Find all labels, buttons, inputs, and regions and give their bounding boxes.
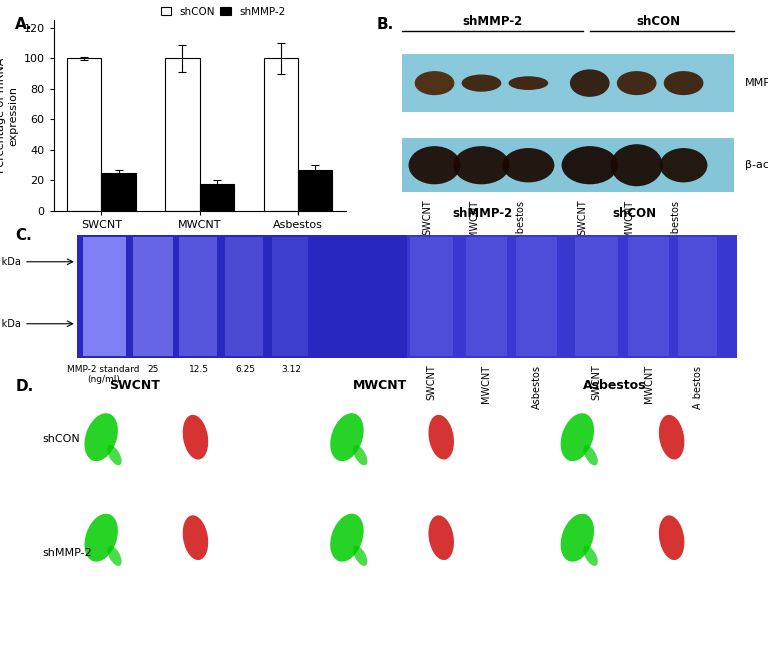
Ellipse shape bbox=[108, 445, 121, 466]
Ellipse shape bbox=[183, 415, 208, 460]
Bar bbox=[298, 170, 333, 211]
Ellipse shape bbox=[84, 514, 118, 561]
Ellipse shape bbox=[617, 71, 657, 95]
Text: MWCNT: MWCNT bbox=[469, 200, 479, 238]
Bar bbox=[133, 237, 173, 356]
Text: β-actin: β-actin bbox=[745, 160, 768, 170]
Bar bbox=[179, 237, 217, 356]
Ellipse shape bbox=[660, 148, 707, 182]
Text: SWCNT: SWCNT bbox=[578, 200, 588, 235]
Text: 72 kDa: 72 kDa bbox=[0, 257, 21, 267]
Ellipse shape bbox=[353, 545, 367, 566]
Text: Asbestos: Asbestos bbox=[516, 200, 526, 244]
Ellipse shape bbox=[353, 445, 367, 466]
Bar bbox=[84, 237, 126, 356]
Ellipse shape bbox=[330, 514, 364, 561]
Text: D.: D. bbox=[15, 379, 34, 393]
Text: SWCNT: SWCNT bbox=[422, 200, 432, 235]
Text: shMMP-2: shMMP-2 bbox=[453, 206, 513, 220]
Ellipse shape bbox=[659, 415, 684, 460]
Ellipse shape bbox=[415, 71, 455, 95]
Bar bbox=[410, 237, 453, 356]
Text: 6.25: 6.25 bbox=[235, 364, 255, 374]
Text: A.: A. bbox=[15, 17, 33, 31]
Bar bbox=[165, 58, 200, 211]
Ellipse shape bbox=[183, 515, 208, 560]
Ellipse shape bbox=[409, 146, 461, 184]
Text: shCON: shCON bbox=[636, 15, 680, 27]
Text: Asbestos: Asbestos bbox=[671, 200, 681, 244]
Ellipse shape bbox=[108, 545, 121, 566]
Text: MWCNT: MWCNT bbox=[353, 379, 407, 391]
Bar bbox=[200, 184, 234, 211]
Ellipse shape bbox=[664, 71, 703, 95]
Ellipse shape bbox=[584, 545, 598, 566]
Text: shCON: shCON bbox=[42, 434, 80, 444]
Bar bbox=[226, 237, 263, 356]
Ellipse shape bbox=[584, 445, 598, 466]
Text: MMP-2 standard
(ng/ml): MMP-2 standard (ng/ml) bbox=[67, 364, 140, 384]
Text: Asbestos: Asbestos bbox=[531, 364, 541, 409]
Text: shCON: shCON bbox=[613, 206, 657, 220]
Ellipse shape bbox=[659, 515, 684, 560]
Text: B.: B. bbox=[376, 17, 393, 31]
Bar bbox=[575, 237, 618, 356]
Bar bbox=[516, 237, 557, 356]
Bar bbox=[272, 237, 308, 356]
Text: Asbestos: Asbestos bbox=[583, 379, 646, 391]
Ellipse shape bbox=[570, 70, 610, 97]
Text: MWCNT: MWCNT bbox=[482, 364, 492, 403]
Bar bbox=[407, 234, 737, 358]
Bar bbox=[77, 234, 407, 358]
Bar bbox=[402, 54, 734, 112]
Bar bbox=[678, 237, 717, 356]
Ellipse shape bbox=[561, 413, 594, 461]
Text: SWCNT: SWCNT bbox=[591, 364, 601, 401]
Text: MWCNT: MWCNT bbox=[624, 200, 634, 238]
Text: SWCNT: SWCNT bbox=[426, 364, 436, 401]
Ellipse shape bbox=[561, 146, 618, 184]
Text: shMMP-2: shMMP-2 bbox=[42, 548, 92, 557]
Ellipse shape bbox=[453, 146, 510, 184]
Ellipse shape bbox=[330, 413, 364, 461]
Text: 25: 25 bbox=[147, 364, 158, 374]
Ellipse shape bbox=[462, 74, 502, 92]
Bar bbox=[628, 237, 669, 356]
Bar bbox=[263, 58, 298, 211]
Bar bbox=[101, 173, 136, 211]
Ellipse shape bbox=[429, 515, 454, 560]
Ellipse shape bbox=[508, 76, 548, 90]
Text: Asbestos: Asbestos bbox=[693, 364, 703, 409]
Text: shMMP-2: shMMP-2 bbox=[462, 15, 522, 27]
Text: 3.12: 3.12 bbox=[281, 364, 302, 374]
Ellipse shape bbox=[561, 514, 594, 561]
Ellipse shape bbox=[84, 413, 118, 461]
Legend: shCON, shMMP-2: shCON, shMMP-2 bbox=[157, 3, 290, 21]
Text: C.: C. bbox=[15, 228, 32, 243]
Bar bbox=[466, 237, 508, 356]
Text: 12.5: 12.5 bbox=[189, 364, 209, 374]
Text: MMP-2: MMP-2 bbox=[745, 78, 768, 88]
Text: SWCNT: SWCNT bbox=[109, 379, 160, 391]
Ellipse shape bbox=[429, 415, 454, 460]
Bar bbox=[402, 139, 734, 192]
Bar bbox=[67, 58, 101, 211]
Text: 50 μm: 50 μm bbox=[704, 397, 733, 407]
Ellipse shape bbox=[502, 148, 554, 182]
Ellipse shape bbox=[611, 144, 663, 186]
Y-axis label: Percentage of mRNA
expression: Percentage of mRNA expression bbox=[0, 58, 18, 174]
Text: MWCNT: MWCNT bbox=[644, 364, 654, 403]
Text: 55 kDa: 55 kDa bbox=[0, 319, 21, 329]
